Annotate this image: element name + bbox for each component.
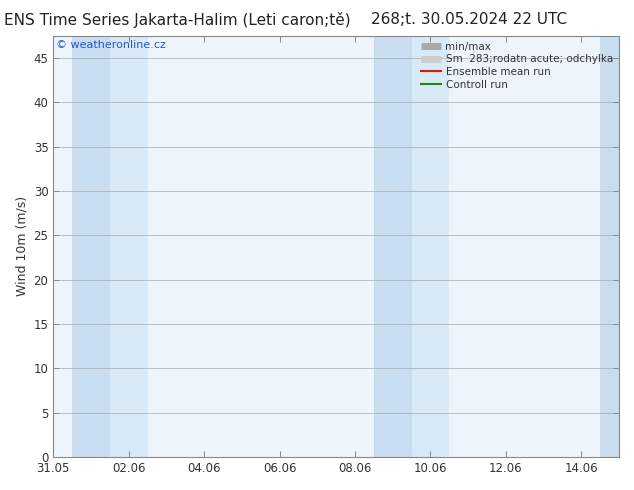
Legend: min/max, Sm  283;rodatn acute; odchylka, Ensemble mean run, Controll run: min/max, Sm 283;rodatn acute; odchylka, … bbox=[417, 38, 617, 94]
Text: ENS Time Series Jakarta-Halim (Leti caron;tě): ENS Time Series Jakarta-Halim (Leti caro… bbox=[4, 12, 351, 28]
Bar bbox=[72, 36, 110, 457]
Bar bbox=[374, 36, 411, 457]
Bar bbox=[600, 36, 619, 457]
Text: © weatheronline.cz: © weatheronline.cz bbox=[56, 40, 166, 50]
Bar bbox=[411, 36, 450, 457]
Y-axis label: Wind 10m (m/s): Wind 10m (m/s) bbox=[15, 196, 28, 296]
Text: 268;t. 30.05.2024 22 UTC: 268;t. 30.05.2024 22 UTC bbox=[371, 12, 567, 27]
Bar bbox=[110, 36, 148, 457]
